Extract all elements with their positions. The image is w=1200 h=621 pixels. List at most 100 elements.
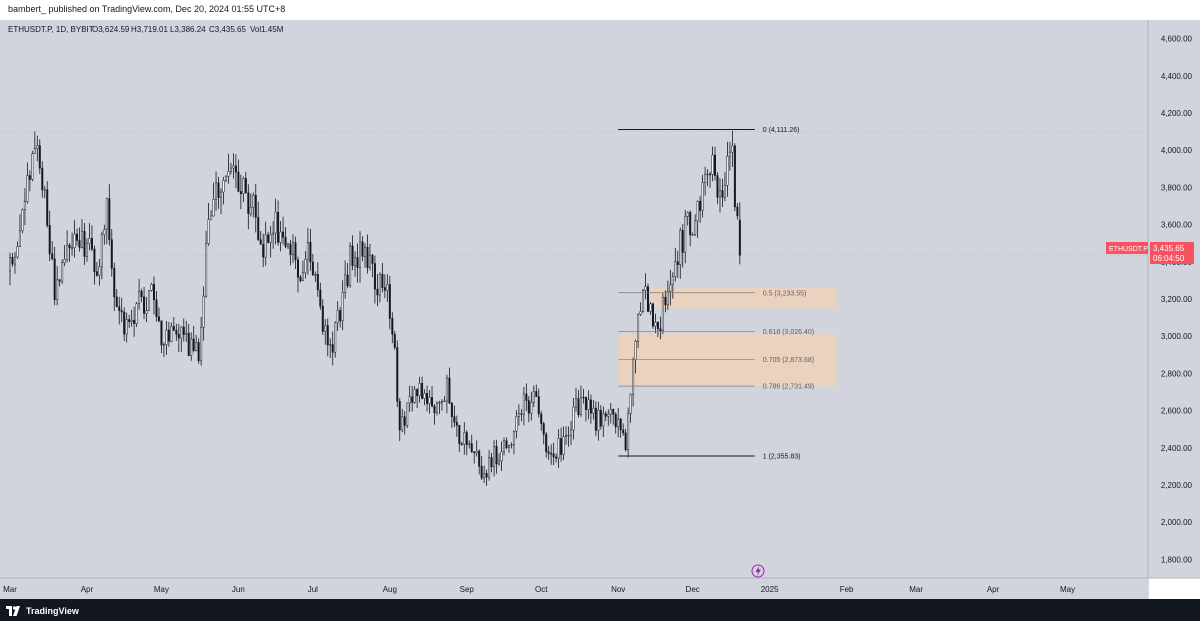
price-tick-label: 3,600.00 (1161, 221, 1193, 230)
candle (38, 139, 41, 174)
price-tick-label: 2,600.00 (1161, 407, 1193, 416)
candle (515, 410, 518, 439)
price-tick-label: 2,200.00 (1161, 481, 1193, 490)
plot-background (0, 20, 1148, 578)
time-tick-label: Apr (81, 585, 94, 594)
symbol-legend[interactable]: ETHUSDT.P, 1D, BYBIT O3,624.59 H3,719.01… (8, 25, 284, 34)
candle (195, 334, 198, 352)
candle (43, 185, 46, 199)
candle (36, 135, 39, 162)
candle (393, 330, 396, 351)
candle (252, 192, 255, 218)
candle (292, 234, 294, 263)
candle (125, 312, 128, 343)
candle (520, 409, 523, 422)
candle (532, 385, 535, 408)
candle (654, 313, 657, 334)
price-tick-label: 1,800.00 (1161, 555, 1193, 564)
candle (619, 417, 622, 438)
time-axis-background[interactable] (0, 578, 1148, 599)
fib-level-label: 0.705 (2,873.68) (763, 357, 814, 364)
candle (143, 286, 146, 320)
candle (162, 342, 165, 358)
candle (704, 166, 707, 196)
candle (376, 273, 379, 307)
candle (336, 301, 339, 331)
candle (485, 469, 488, 486)
candle (197, 338, 200, 364)
candle (83, 223, 86, 265)
legend-open: O3,624.59 (92, 25, 130, 34)
candle (88, 223, 91, 251)
candle (115, 288, 118, 308)
candle (267, 231, 270, 244)
candle (495, 439, 498, 474)
candle (731, 130, 734, 168)
candle (721, 178, 724, 208)
candle (716, 171, 719, 205)
candle (331, 331, 334, 366)
candle (296, 256, 299, 293)
candle (458, 424, 461, 452)
candle (577, 389, 580, 418)
candle (435, 401, 438, 416)
candle (371, 253, 374, 278)
candle (656, 321, 659, 337)
candle (411, 386, 414, 412)
candle (140, 288, 143, 303)
candle (145, 296, 148, 323)
candle (651, 302, 654, 329)
candle (264, 221, 267, 266)
candle (16, 241, 19, 259)
tradingview-logo-icon (6, 606, 20, 616)
lightning-icon[interactable] (751, 564, 765, 578)
candle (356, 243, 359, 283)
candle (597, 401, 600, 441)
candle (401, 408, 404, 433)
candle (475, 440, 478, 457)
candle (46, 181, 49, 228)
price-tick-label: 3,200.00 (1161, 295, 1193, 304)
candle (490, 452, 493, 473)
candle (48, 210, 51, 262)
candle (277, 200, 280, 246)
candle (728, 141, 731, 171)
candle (100, 231, 103, 280)
candle (562, 426, 565, 461)
candle (694, 214, 697, 237)
candle (244, 171, 247, 194)
candle (237, 159, 240, 192)
candle (254, 183, 257, 233)
candle (53, 246, 56, 306)
candle (215, 171, 218, 211)
candle (470, 434, 473, 453)
candle (314, 271, 317, 282)
price-axis-background[interactable] (1148, 20, 1200, 578)
candle (152, 276, 155, 315)
tradingview-logo[interactable]: TradingView (6, 605, 79, 617)
candle (408, 385, 411, 412)
candle (689, 210, 692, 247)
candle (28, 170, 31, 192)
candle (624, 428, 627, 452)
candle (11, 252, 14, 267)
candle (354, 251, 357, 277)
candle (120, 297, 123, 323)
candle (443, 396, 446, 403)
time-tick-label: Nov (611, 585, 625, 594)
candle (172, 316, 175, 331)
time-tick-label: Apr (987, 585, 1000, 594)
candle (714, 146, 717, 181)
candle (326, 318, 329, 357)
candle (344, 260, 347, 299)
candle (505, 437, 508, 450)
candle (478, 449, 481, 475)
candle (431, 385, 434, 408)
candle (366, 234, 369, 274)
candle (575, 387, 577, 412)
chart-area[interactable]: 0 (4,111.26) 0.5 (3,233.55) 0.618 (3,026.4… (0, 20, 1200, 599)
candle (41, 161, 44, 198)
candle (679, 227, 682, 279)
candle (222, 176, 225, 205)
time-tick-label: Mar (3, 585, 17, 594)
